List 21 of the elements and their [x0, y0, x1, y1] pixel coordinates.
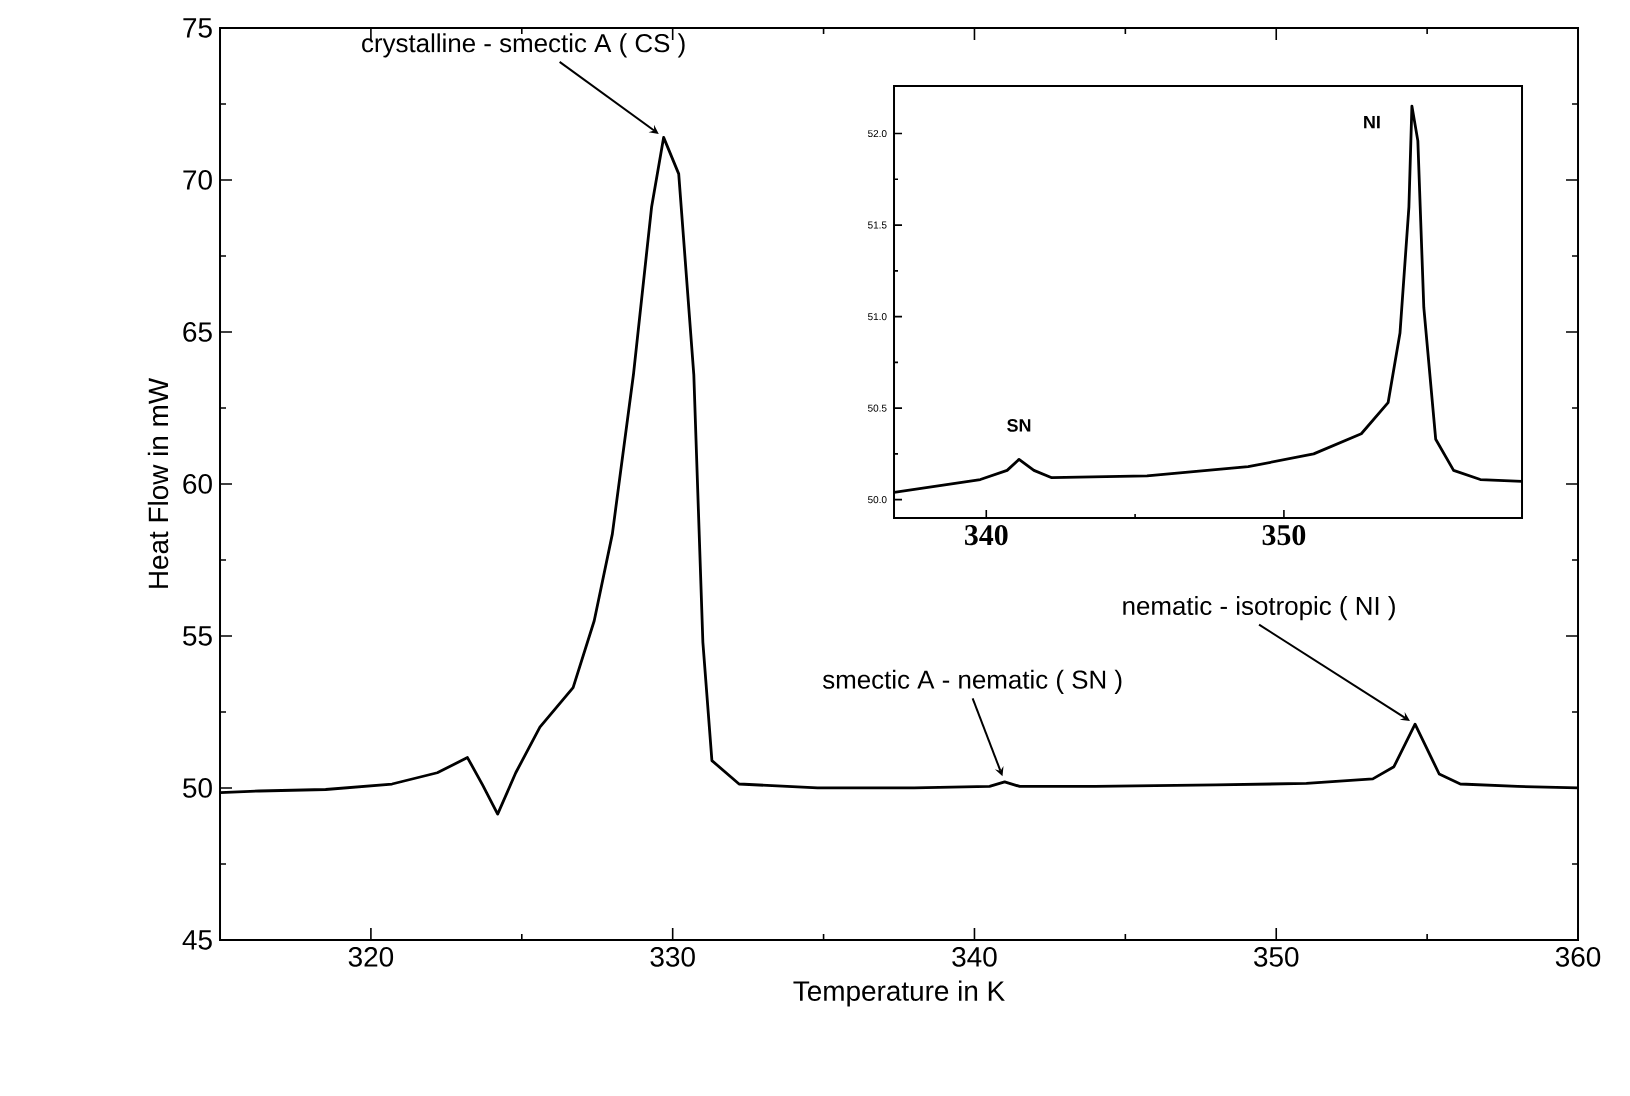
annotation: SN	[1007, 419, 1031, 432]
y-axis-title: Heat Flow in mW	[147, 377, 169, 588]
annotation: smectic A - nematic ( SN )	[822, 669, 1122, 694]
x-tick-label: 340	[952, 946, 997, 967]
annotation: NI	[1364, 115, 1380, 129]
x-tick-label: 350	[1262, 525, 1306, 546]
x-tick-label: 330	[650, 946, 695, 967]
x-tick-label: 350	[1254, 946, 1299, 967]
y-tick-label: 70	[183, 170, 212, 190]
y-tick-label: 60	[183, 474, 212, 494]
y-tick-label: 75	[183, 18, 212, 38]
annotation: crystalline - smectic A ( CS )	[362, 33, 685, 58]
y-tick-label: 55	[183, 626, 212, 646]
y-tick-label: 65	[183, 322, 212, 342]
annotation: nematic - isotropic ( NI )	[1123, 596, 1395, 621]
y-tick-label: 45	[182, 930, 212, 950]
x-axis-title: Temperature in K	[793, 980, 1005, 1007]
x-tick-label: 340	[964, 525, 1008, 546]
y-tick-label: 50	[183, 778, 212, 798]
x-tick-label: 360	[1555, 946, 1601, 967]
x-tick-label: 320	[348, 946, 394, 967]
